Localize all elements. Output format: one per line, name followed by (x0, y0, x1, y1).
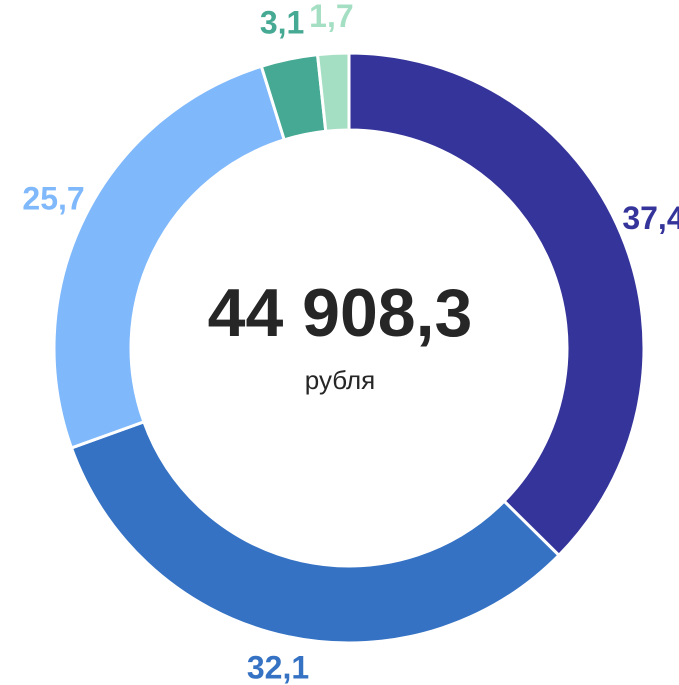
donut-segment (315, 51, 351, 133)
center-label: рубля (305, 365, 375, 395)
donut-segment (52, 64, 287, 450)
donut-segment (69, 419, 562, 645)
donut-segment (347, 51, 646, 558)
data-label: 32,1 (247, 650, 309, 685)
data-label: 25,7 (22, 180, 84, 216)
data-label: 3,1 (260, 4, 304, 40)
center-value: 44 908,3 (208, 275, 473, 351)
data-label: 1,7 (309, 0, 353, 34)
data-label: 37,4 (622, 200, 679, 236)
